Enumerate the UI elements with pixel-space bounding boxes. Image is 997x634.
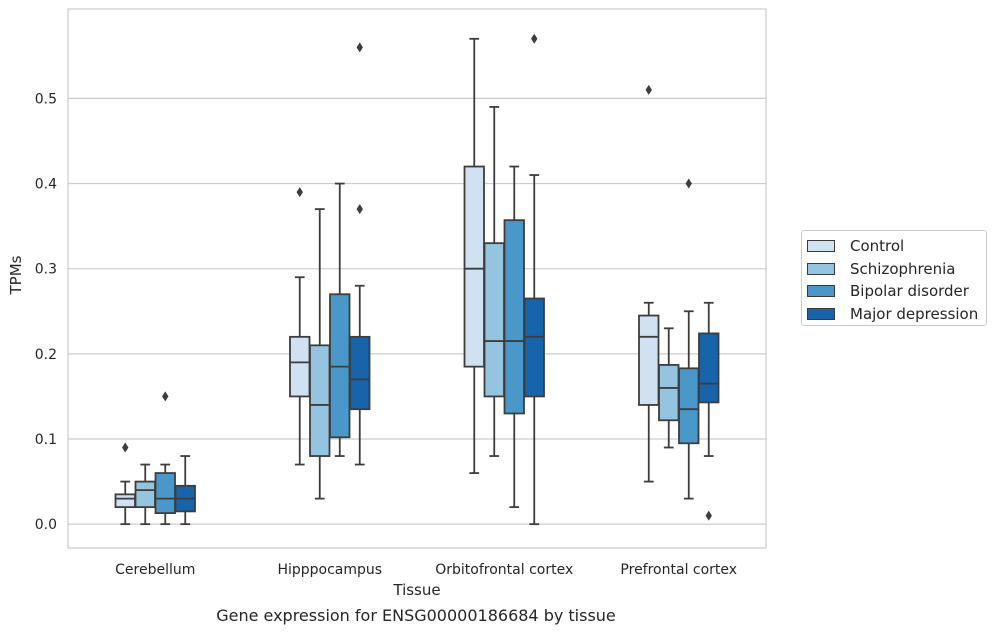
legend-label: Schizophrenia — [850, 259, 956, 278]
legend-swatch-control — [807, 240, 835, 253]
y-tick-label: 0.2 — [35, 347, 57, 363]
box-body — [134, 480, 156, 509]
x-tick-label: Orbitofrontal cortex — [435, 562, 573, 578]
x-tick-label: Cerebellum — [115, 562, 195, 578]
box-0-3 — [174, 455, 196, 526]
outlier-point — [122, 442, 129, 453]
x-tick-label: Prefrontal cortex — [620, 562, 737, 578]
box-body — [289, 335, 311, 398]
x-axis-title: Tissue — [392, 581, 440, 599]
outlier-point — [531, 33, 538, 44]
outlier-point — [705, 510, 712, 521]
box-body — [114, 493, 136, 509]
box-1-3 — [349, 42, 371, 466]
outlier-point — [645, 84, 652, 95]
box-2-2 — [503, 165, 525, 509]
box-0-0 — [114, 442, 136, 526]
y-axis: 0.0 0.1 0.2 0.3 0.4 0.5 — [35, 91, 57, 533]
y-tick-label: 0.4 — [35, 177, 57, 193]
outlier-point — [296, 187, 303, 198]
box-body — [523, 297, 545, 398]
y-axis-title: TPMs — [7, 255, 25, 295]
box-3-2 — [678, 178, 700, 500]
box-body — [638, 314, 660, 406]
boxes — [114, 33, 720, 526]
box-body — [154, 472, 176, 514]
box-3-0 — [638, 84, 660, 483]
gridlines — [68, 97, 766, 525]
legend-item: Major depression — [807, 303, 986, 326]
box-2-0 — [463, 37, 485, 474]
chart-caption: Gene expression for ENSG00000186684 by t… — [216, 606, 616, 625]
legend-item: Control — [807, 235, 986, 258]
legend-swatch-major-depression — [807, 307, 835, 320]
box-0-1 — [134, 463, 156, 526]
box-body — [463, 165, 485, 368]
legend: Control Schizophrenia Bipolar disorder M… — [801, 230, 987, 326]
legend-item: Schizophrenia — [807, 258, 986, 281]
outlier-point — [162, 391, 169, 402]
box-body — [483, 242, 505, 398]
box-0-2 — [154, 391, 176, 526]
y-tick-label: 0.3 — [35, 262, 57, 278]
outlier-point — [685, 178, 692, 189]
x-axis: Cerebellum Hipppocampus Orbitofrontal cort… — [115, 562, 737, 578]
box-1-0 — [289, 187, 311, 466]
box-body — [309, 344, 331, 457]
box-body — [678, 367, 700, 445]
box-body — [658, 364, 680, 422]
box-body — [349, 335, 371, 411]
legend-label: Control — [850, 237, 905, 256]
box-3-3 — [698, 301, 720, 521]
legend-label: Major depression — [850, 304, 979, 323]
y-tick-label: 0.0 — [35, 517, 57, 533]
box-1-2 — [329, 182, 351, 457]
box-3-1 — [658, 327, 680, 449]
legend-swatch-bipolar-disorder — [807, 285, 835, 298]
outlier-point — [356, 42, 363, 53]
box-2-3 — [523, 33, 545, 526]
box-body — [698, 332, 720, 404]
plot-area-frame — [67, 8, 767, 549]
box-2-1 — [483, 106, 505, 457]
x-tick-label: Hipppocampus — [277, 562, 382, 578]
box-1-1 — [309, 208, 331, 500]
legend-item: Bipolar disorder — [807, 280, 986, 303]
outlier-point — [356, 204, 363, 215]
legend-label: Bipolar disorder — [850, 282, 969, 301]
box-body — [503, 219, 525, 415]
y-tick-label: 0.5 — [35, 91, 57, 107]
y-tick-label: 0.1 — [35, 432, 57, 448]
legend-swatch-schizophrenia — [807, 262, 835, 275]
